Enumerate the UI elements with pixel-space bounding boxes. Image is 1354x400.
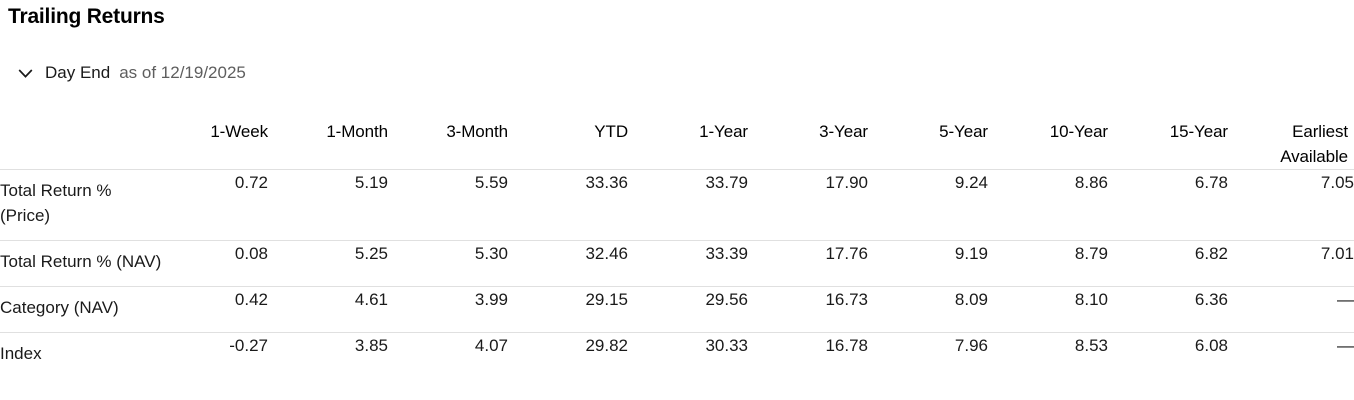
column-header: 3-Month [446, 122, 508, 141]
value-cell: 8.53 [1074, 336, 1108, 355]
value-cell: 17.90 [825, 173, 868, 192]
row-label: Index [0, 344, 42, 363]
column-header: 1-Week [210, 122, 268, 141]
value-cell: 7.96 [954, 336, 988, 355]
column-header: 1-Month [326, 122, 388, 141]
value-cell: 9.19 [954, 244, 988, 263]
value-cell: 8.09 [954, 290, 988, 309]
column-header: 5-Year [939, 122, 988, 141]
value-cell: 0.72 [234, 173, 268, 192]
value-cell: -0.27 [229, 336, 268, 355]
value-cell: 6.82 [1194, 244, 1228, 263]
value-cell: 3.85 [354, 336, 388, 355]
column-header: 10-Year [1049, 122, 1108, 141]
table-row: Index -0.27 3.85 4.07 29.82 30.33 16.78 7.96 8.5… [0, 332, 1354, 379]
value-cell: 4.61 [354, 290, 388, 309]
table-row: Category (NAV) 0.42 4.61 3.99 29.15 29.56 16.7… [0, 286, 1354, 333]
value-cell: — [1337, 336, 1354, 355]
chevron-down-icon [18, 68, 33, 78]
value-cell: 17.76 [825, 244, 868, 263]
trailing-returns-table: 1-Week 1-Month 3-Month YTD 1-Year 3-Year 5-Yea… [0, 119, 1354, 378]
value-cell: 6.36 [1194, 290, 1228, 309]
value-cell: 16.73 [825, 290, 868, 309]
value-cell: 7.01 [1320, 244, 1354, 263]
value-cell: 9.24 [954, 173, 988, 192]
row-label: Total Return % (NAV) [0, 252, 162, 271]
value-cell: 8.79 [1074, 244, 1108, 263]
table-row: Total Return % (NAV) 0.08 5.25 5.30 32.46 33.… [0, 240, 1354, 287]
value-cell: 0.08 [234, 244, 268, 263]
section-title: Trailing Returns [8, 5, 165, 28]
value-cell: 5.59 [474, 173, 508, 192]
value-cell: 33.36 [585, 173, 628, 192]
value-cell: 30.33 [705, 336, 748, 355]
row-label: Category (NAV) [0, 298, 119, 317]
value-cell: 29.82 [585, 336, 628, 355]
value-cell: 8.86 [1074, 173, 1108, 192]
value-cell: 33.79 [705, 173, 748, 192]
value-cell: 33.39 [705, 244, 748, 263]
table-header-row: 1-Week 1-Month 3-Month YTD 1-Year 3-Year 5-Yea… [0, 119, 1354, 170]
corner-cell [0, 119, 200, 170]
value-cell: 8.10 [1074, 290, 1108, 309]
value-cell: 5.25 [354, 244, 388, 263]
value-cell: 29.56 [705, 290, 748, 309]
value-cell: 16.78 [825, 336, 868, 355]
table-row: Total Return % (Price) 0.72 5.19 5.59 33.36 3… [0, 169, 1354, 241]
value-cell: 7.05 [1320, 173, 1354, 192]
value-cell: 32.46 [585, 244, 628, 263]
value-cell: 29.15 [585, 290, 628, 309]
value-cell: 0.42 [234, 290, 268, 309]
value-cell: 6.08 [1194, 336, 1228, 355]
column-header: 3-Year [819, 122, 868, 141]
trailing-returns-section: Trailing Returns Day End as of 12/19/202… [0, 5, 1354, 400]
frequency-controls: Day End as of 12/19/2025 [18, 62, 1354, 84]
value-cell: 4.07 [474, 336, 508, 355]
value-cell: 3.99 [474, 290, 508, 309]
value-cell: 5.19 [354, 173, 388, 192]
row-label: Total Return % (Price) [0, 181, 112, 225]
frequency-dropdown[interactable]: Day End [18, 62, 110, 84]
table-body: Total Return % (Price) 0.72 5.19 5.59 33.36 3… [0, 169, 1354, 379]
column-header: 15-Year [1169, 122, 1228, 141]
column-header: Earliest Available [1280, 122, 1348, 166]
value-cell: 6.78 [1194, 173, 1228, 192]
as-of-date: as of 12/19/2025 [119, 63, 246, 82]
frequency-selected-label: Day End [45, 63, 111, 82]
value-cell: 5.30 [474, 244, 508, 263]
column-header: YTD [594, 122, 628, 141]
value-cell: — [1337, 290, 1354, 309]
column-header: 1-Year [699, 122, 748, 141]
